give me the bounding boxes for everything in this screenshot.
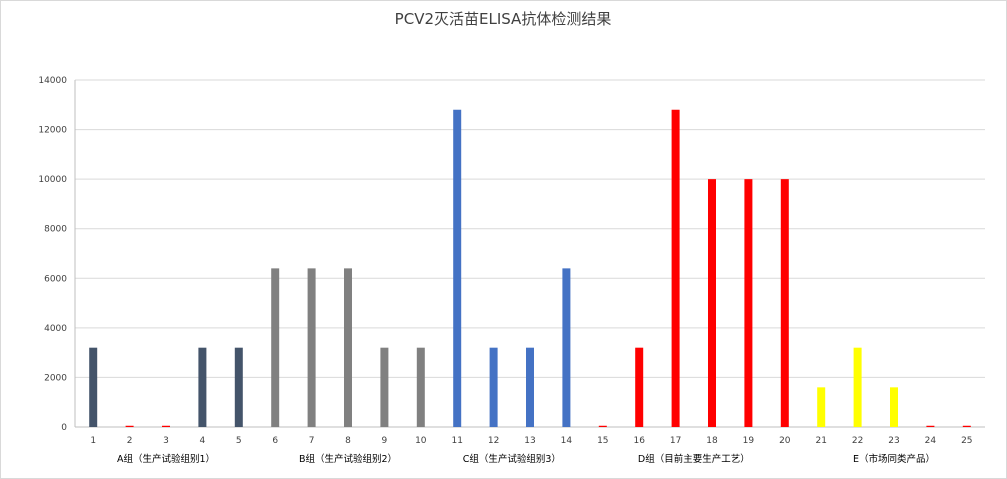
y-tick-label: 14000: [38, 76, 67, 86]
bar-7: [307, 268, 316, 427]
bar-12: [489, 347, 498, 427]
x-tick-label: 9: [382, 436, 388, 446]
bar-25: [962, 425, 971, 427]
x-tick-label: 16: [633, 436, 645, 446]
bar-22: [853, 347, 862, 427]
x-tick-label: 5: [236, 436, 242, 446]
x-tick-label: 3: [163, 436, 169, 446]
bar-1: [89, 347, 98, 427]
x-tick-label: 21: [815, 436, 826, 446]
bar-23: [890, 387, 898, 427]
x-tick-label: 12: [488, 436, 499, 446]
bar-11: [453, 109, 462, 427]
x-tick-label: 2: [127, 436, 133, 446]
bar-5: [234, 347, 243, 427]
x-tick-label: 8: [345, 436, 351, 446]
x-tick-label: 13: [524, 436, 535, 446]
bar-21: [817, 387, 826, 427]
bar-13: [526, 347, 534, 427]
group-label: D组（目前主要生产工艺）: [638, 453, 750, 465]
x-tick-label: 25: [961, 436, 972, 446]
bar-14: [562, 268, 571, 427]
x-tick-label: 14: [561, 436, 573, 446]
x-tick-label: 6: [272, 436, 278, 446]
bar-16: [635, 347, 644, 427]
y-tick-label: 10000: [38, 175, 67, 185]
bar-17: [671, 109, 680, 427]
x-tick-labels: 1 2 3 4 5 6 7 8 9 10 11 12 13 14 15 16 17 18 19 20 21 22 23 24 2…: [90, 436, 972, 446]
x-tick-label: 20: [779, 436, 791, 446]
x-tick-label: 4: [200, 436, 206, 446]
bar-4: [198, 347, 207, 427]
group-label: A组（生产试验组别1）: [117, 453, 215, 465]
y-tick-label: 8000: [44, 225, 67, 235]
x-tick-label: 1: [90, 436, 96, 446]
bars: [89, 109, 971, 427]
y-tick-label: 12000: [38, 126, 67, 136]
bar-18: [708, 179, 716, 427]
x-tick-label: 19: [743, 436, 755, 446]
group-label: B组（生产试验组别2）: [299, 453, 397, 465]
x-tick-label: 24: [925, 436, 937, 446]
x-tick-label: 15: [597, 436, 608, 446]
x-tick-label: 17: [670, 436, 681, 446]
bar-2: [125, 425, 134, 427]
bar-24: [926, 425, 935, 427]
group-label: C组（生产试验组别3）: [463, 453, 561, 465]
bar-10: [416, 347, 425, 427]
group-label: E（市场同类产品）: [853, 453, 935, 465]
y-tick-label: 0: [61, 423, 67, 433]
x-tick-label: 11: [451, 436, 462, 446]
y-tick-label: 6000: [44, 274, 67, 284]
chart-title: PCV2灭活苗ELISA抗体检测结果: [395, 10, 612, 28]
gridlines: [74, 79, 985, 428]
group-labels: A组（生产试验组别1） B组（生产试验组别2） C组（生产试验组别3） D组（目前主要…: [117, 453, 935, 465]
bar-8: [344, 268, 352, 427]
y-tick-label: 4000: [44, 324, 67, 334]
y-tick-label: 2000: [44, 373, 67, 383]
x-tick-label: 23: [888, 436, 899, 446]
x-tick-label: 18: [706, 436, 718, 446]
x-tick-label: 7: [309, 436, 315, 446]
bar-9: [380, 347, 389, 427]
bar-3: [162, 425, 170, 427]
y-tick-labels: 0 2000 4000 6000 8000 10000 12000 14000: [38, 76, 67, 433]
bar-6: [271, 268, 280, 427]
x-tick-label: 10: [415, 436, 427, 446]
x-tick-label: 22: [852, 436, 863, 446]
bar-19: [744, 179, 753, 427]
bar-15: [598, 425, 607, 427]
bar-20: [780, 179, 789, 427]
